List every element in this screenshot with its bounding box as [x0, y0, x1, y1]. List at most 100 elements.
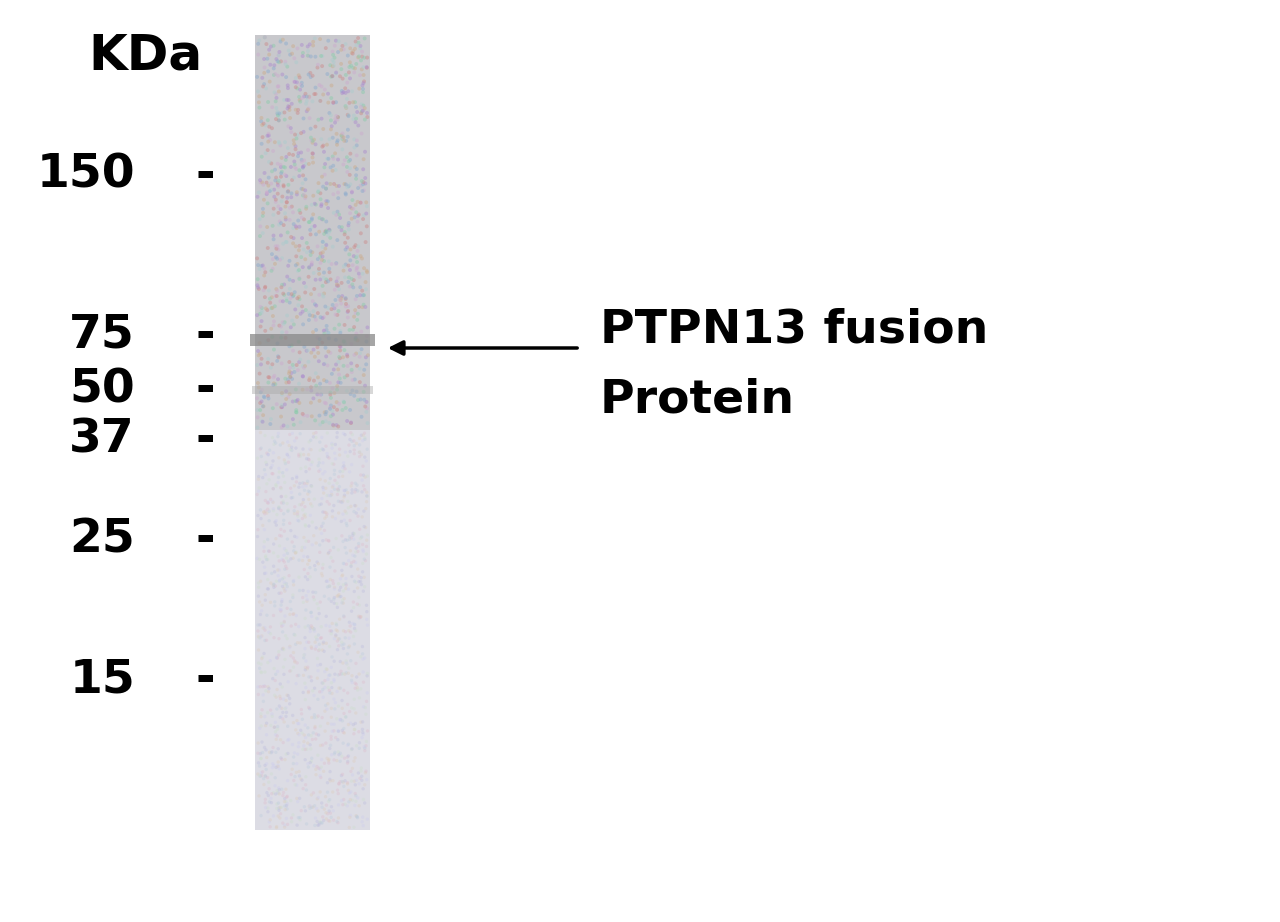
Point: [289, 219, 310, 234]
Point: [270, 202, 291, 217]
Point: [326, 357, 347, 372]
Point: [292, 383, 312, 397]
Point: [314, 486, 334, 501]
Point: [316, 505, 337, 520]
Point: [305, 559, 325, 573]
Point: [335, 710, 356, 725]
Point: [337, 798, 357, 813]
Point: [351, 467, 371, 482]
Point: [346, 112, 366, 126]
Point: [255, 462, 275, 477]
Point: [343, 717, 364, 732]
Point: [274, 643, 294, 657]
Point: [252, 414, 273, 429]
Point: [301, 669, 321, 684]
Point: [339, 168, 360, 183]
Point: [287, 470, 307, 485]
Point: [349, 41, 370, 55]
Point: [305, 810, 325, 825]
Point: [312, 516, 333, 531]
Point: [312, 561, 333, 575]
Point: [351, 649, 371, 664]
Point: [294, 799, 315, 814]
Point: [270, 800, 291, 815]
Point: [257, 196, 278, 211]
Point: [339, 795, 360, 810]
Point: [343, 280, 364, 295]
Point: [293, 549, 314, 563]
Point: [301, 619, 321, 633]
Point: [296, 534, 316, 549]
Point: [298, 261, 319, 276]
Point: [252, 745, 273, 760]
Point: [335, 297, 356, 312]
Point: [319, 804, 339, 819]
Point: [348, 181, 369, 195]
Point: [303, 155, 324, 170]
Point: [270, 604, 291, 619]
Point: [298, 313, 319, 327]
Point: [248, 37, 269, 52]
Point: [253, 399, 274, 414]
Point: [332, 290, 352, 305]
Point: [288, 810, 308, 825]
Point: [324, 590, 344, 605]
Point: [298, 102, 319, 117]
Point: [314, 813, 334, 828]
Point: [255, 60, 275, 75]
Point: [356, 235, 376, 250]
Point: [280, 523, 301, 538]
Point: [293, 442, 314, 456]
Point: [320, 772, 340, 786]
Point: [294, 276, 315, 290]
Point: [323, 479, 343, 493]
Point: [276, 59, 297, 74]
Point: [316, 573, 337, 588]
Point: [262, 219, 283, 233]
Point: [308, 288, 329, 302]
Point: [305, 119, 325, 134]
Point: [251, 384, 271, 399]
Point: [293, 359, 314, 373]
Point: [292, 176, 312, 191]
Point: [332, 223, 352, 238]
Point: [306, 610, 326, 625]
Point: [275, 693, 296, 708]
Point: [259, 774, 279, 789]
Point: [287, 714, 307, 728]
Point: [351, 249, 371, 264]
Point: [266, 171, 287, 185]
Point: [329, 632, 349, 646]
Point: [326, 179, 347, 194]
Point: [312, 738, 333, 752]
Point: [264, 58, 284, 73]
Point: [260, 183, 280, 198]
Point: [356, 207, 376, 221]
Point: [273, 572, 293, 586]
Point: [352, 769, 372, 784]
Point: [250, 100, 270, 115]
Point: [289, 727, 310, 742]
Point: [292, 76, 312, 90]
Point: [307, 57, 328, 72]
Point: [292, 543, 312, 558]
Point: [288, 794, 308, 809]
Point: [323, 95, 343, 110]
Point: [284, 160, 305, 174]
Point: [356, 502, 376, 516]
Point: [248, 629, 269, 644]
Point: [340, 514, 361, 528]
Point: [351, 325, 371, 339]
Point: [297, 235, 317, 250]
Point: [353, 99, 374, 113]
Point: [273, 618, 293, 632]
Point: [288, 102, 308, 117]
Point: [344, 585, 365, 599]
Point: [265, 673, 285, 688]
Point: [253, 544, 274, 559]
Point: [335, 99, 356, 113]
Point: [344, 636, 365, 651]
Point: [323, 803, 343, 818]
Point: [344, 676, 365, 691]
Point: [262, 431, 283, 445]
